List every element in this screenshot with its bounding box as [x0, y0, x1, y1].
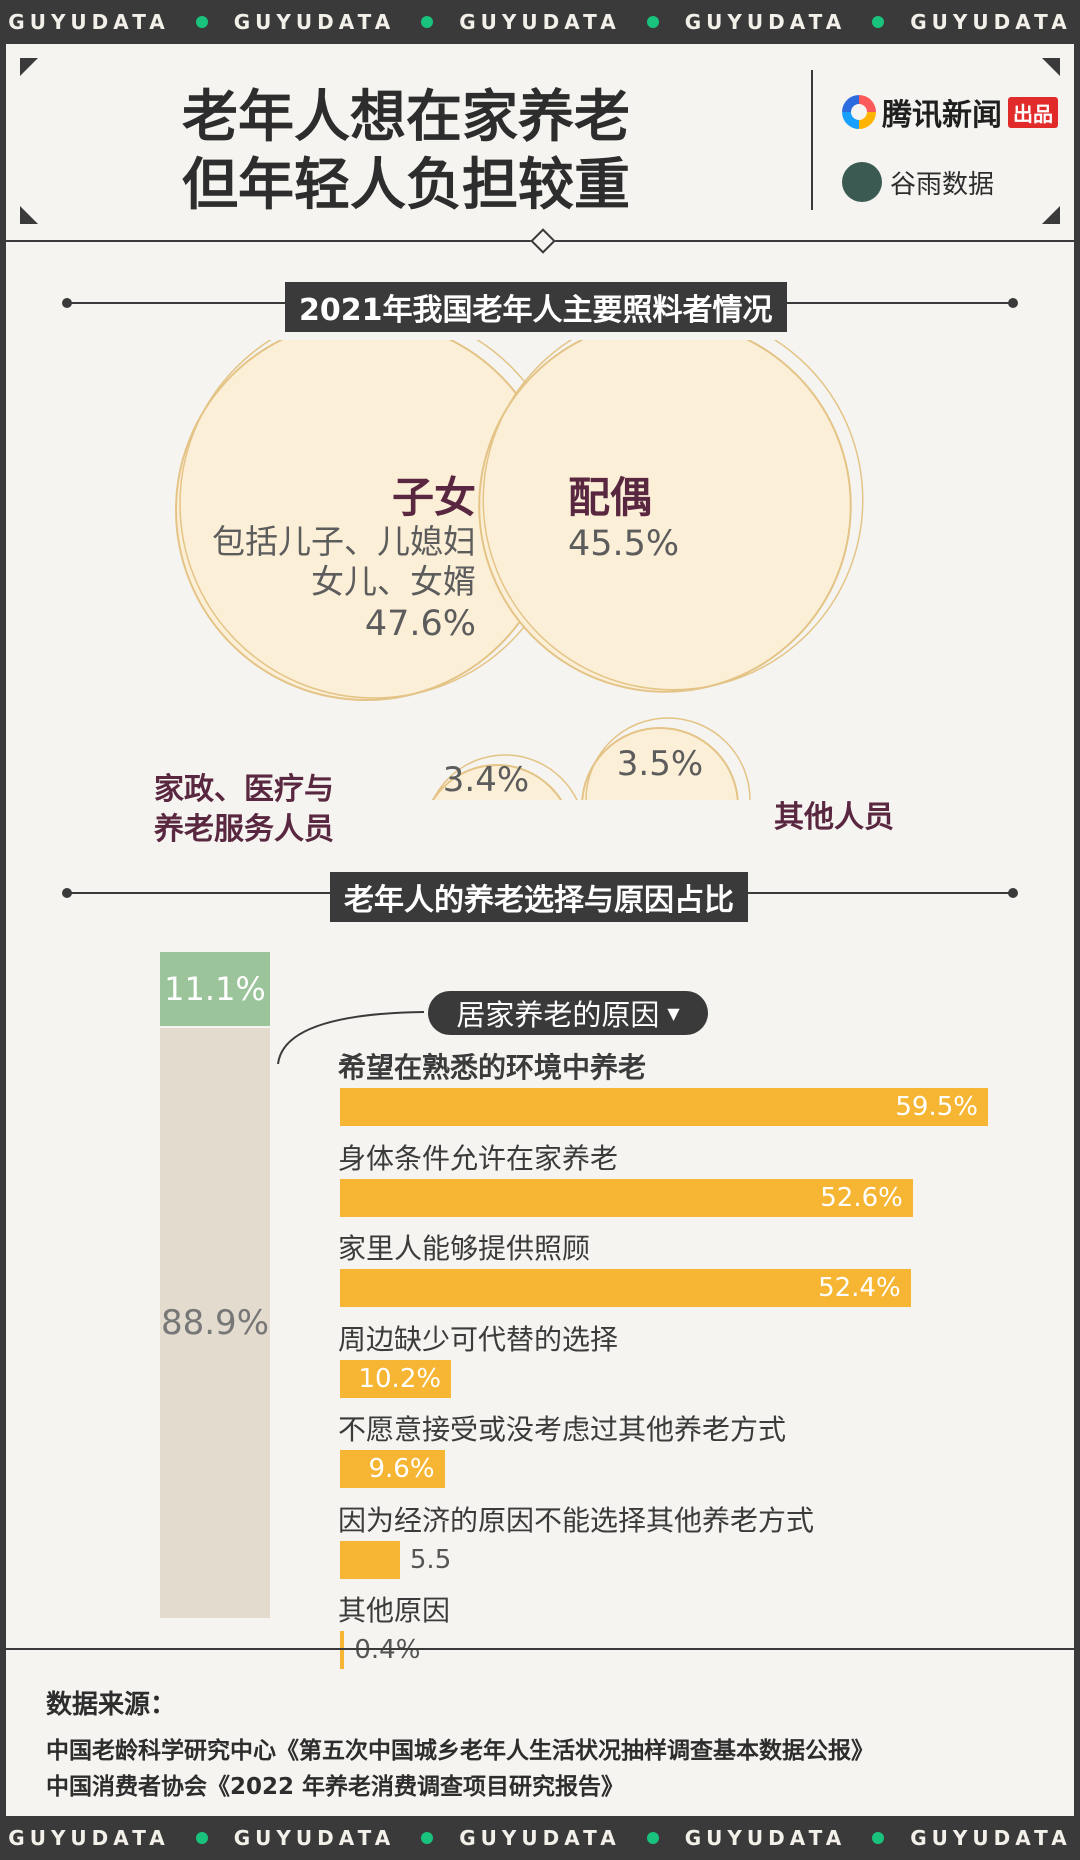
sources-block: 数据来源： 中国老龄科学研究中心《第五次中国城乡老年人生活状况抽样调查基本数据公… — [46, 1684, 1046, 1805]
bubble-value-spouse: 45.5% — [568, 524, 680, 564]
ticker-text: GUYUDATA — [910, 10, 1072, 34]
reason-label: 不愿意接受或没考虑过其他养老方式 — [338, 1413, 787, 1446]
bubble-desc-children: 包括儿子、儿媳妇 女儿、女婿 — [156, 522, 476, 602]
ticker-text: GUYUDATA — [910, 1826, 1072, 1850]
ticker-text: GUYUDATA — [684, 1826, 847, 1850]
stack-value: 11.1% — [164, 970, 266, 1008]
ticker-text: GUYUDATA — [233, 10, 396, 34]
connector-curve — [277, 1011, 425, 1064]
reasons-title: 居家养老的原因 — [456, 998, 660, 1032]
reason-label: 其他原因 — [338, 1594, 451, 1627]
tencent-news-logo-icon — [842, 95, 876, 129]
brand-tag: 出品 — [1008, 96, 1058, 128]
dot-icon — [872, 16, 885, 28]
reason-value: 5.5 — [409, 1544, 452, 1575]
bubble-3 — [581, 727, 739, 800]
caret-down-icon: ▼ — [667, 1003, 680, 1023]
reason-value: 52.4% — [818, 1273, 901, 1303]
reason-label: 身体条件允许在家养老 — [338, 1141, 619, 1175]
source-line: 中国老龄科学研究中心《第五次中国城乡老年人生活状况抽样调查基本数据公报》 — [46, 1738, 874, 1764]
stack-segment-beige: 88.9% — [160, 1028, 270, 1618]
bubble-label-line: 家政、医疗与 — [154, 772, 334, 807]
reason-value: 59.5% — [895, 1092, 978, 1122]
brand-name: 腾讯新闻 — [882, 98, 1002, 133]
stack-segment-green: 11.1% — [160, 952, 270, 1026]
bubble-label-spouse: 配偶 — [568, 473, 653, 522]
corner-mark-icon — [1042, 206, 1060, 224]
bubble-label-other: 其他人员 — [774, 800, 894, 835]
reason-bar — [340, 1178, 913, 1217]
dot-icon — [195, 1832, 208, 1844]
section2-title: 老年人的养老选择与原因占比 — [330, 872, 748, 922]
source-line: 中国消费者协会《2022 年养老消费调查项目研究报告》 — [46, 1774, 625, 1800]
corner-mark-icon — [20, 58, 38, 76]
reason-value: 0.4% — [354, 1635, 421, 1665]
content-panel: 老年人想在家养老 但年轻人负担较重 腾讯新闻 出品 谷雨数据 2021年我国老年… — [6, 44, 1074, 1816]
ticker-text: GUYUDATA — [459, 10, 621, 34]
ticker-text: GUYUDATA — [233, 1826, 396, 1850]
corner-mark-icon — [20, 206, 38, 224]
bottom-ticker: GUYUDATA GUYUDATA GUYUDATA GUYUDATA GUYU… — [0, 1816, 1080, 1860]
ticker-text: GUYUDATA — [459, 1826, 621, 1850]
bubble-label-line: 养老服务人员 — [154, 812, 334, 847]
dot-icon — [646, 1832, 659, 1844]
bubble-1 — [478, 340, 852, 693]
ticker-text: GUYUDATA — [684, 10, 847, 34]
dot-icon — [195, 16, 208, 28]
reason-bar — [340, 1450, 445, 1488]
bubble-label-children: 子女 — [391, 473, 476, 522]
top-ticker: GUYUDATA GUYUDATA GUYUDATA GUYUDATA GUYU… — [0, 0, 1080, 44]
reason-bar — [340, 1359, 452, 1398]
dot-icon — [872, 1832, 885, 1844]
bubble-ring-1 — [482, 340, 864, 691]
reason-value: 10.2% — [358, 1363, 442, 1394]
reason-label: 希望在熟悉的环境中养老 — [338, 1051, 647, 1084]
tencent-news-brand: 腾讯新闻 出品 — [842, 90, 1058, 134]
caregiver-bubble-chart — [175, 340, 864, 800]
reason-value: 52.6% — [820, 1182, 903, 1213]
bubble-value-children: 47.6% — [364, 604, 476, 644]
header-divider — [811, 70, 813, 210]
reason-label: 周边缺少可代替的选择 — [338, 1322, 619, 1356]
reason-bar — [340, 1631, 345, 1669]
stack-value: 88.9% — [160, 1303, 269, 1343]
diamond-icon — [530, 228, 556, 254]
ticker-text: GUYUDATA — [8, 10, 170, 34]
guyu-data-logo-icon — [842, 162, 882, 202]
bubble-ring-3 — [585, 717, 751, 800]
reason-label: 因为经济的原因不能选择其他养老方式 — [338, 1503, 815, 1537]
bubble-label-service: 家政、医疗与 养老服务人员 — [154, 770, 334, 850]
reason-bar — [340, 1540, 400, 1579]
dot-icon — [421, 16, 434, 28]
dot-icon — [421, 1832, 434, 1844]
section1-title: 2021年我国老年人主要照料者情况 — [285, 282, 787, 332]
reasons-dropdown[interactable]: 居家养老的原因 ▼ — [428, 991, 708, 1035]
reason-bar — [340, 1088, 988, 1126]
source-rule — [6, 1648, 1074, 1650]
guyu-data-brand: 谷雨数据 — [842, 162, 994, 202]
reason-label: 家里人能够提供照顾 — [338, 1232, 591, 1265]
sources-heading: 数据来源： — [46, 1690, 177, 1720]
bubble-value-service: 3.4% — [442, 760, 530, 800]
bubble-desc-line: 包括儿子、儿媳妇 — [212, 522, 476, 561]
reason-bar — [340, 1269, 911, 1307]
brand-name: 谷雨数据 — [890, 169, 995, 200]
page-title-line2: 但年轻人负担较重 — [182, 153, 630, 218]
bubble-ring-2 — [432, 754, 578, 800]
dot-icon — [646, 16, 659, 28]
page-title-line1: 老年人想在家养老 — [182, 85, 630, 150]
reason-value: 9.6% — [368, 1454, 435, 1484]
bubble-2 — [431, 764, 563, 800]
corner-mark-icon — [1042, 58, 1060, 76]
bubble-desc-line: 女儿、女婿 — [311, 562, 476, 601]
ticker-text: GUYUDATA — [8, 1826, 170, 1850]
bubble-value-other: 3.5% — [616, 744, 704, 784]
